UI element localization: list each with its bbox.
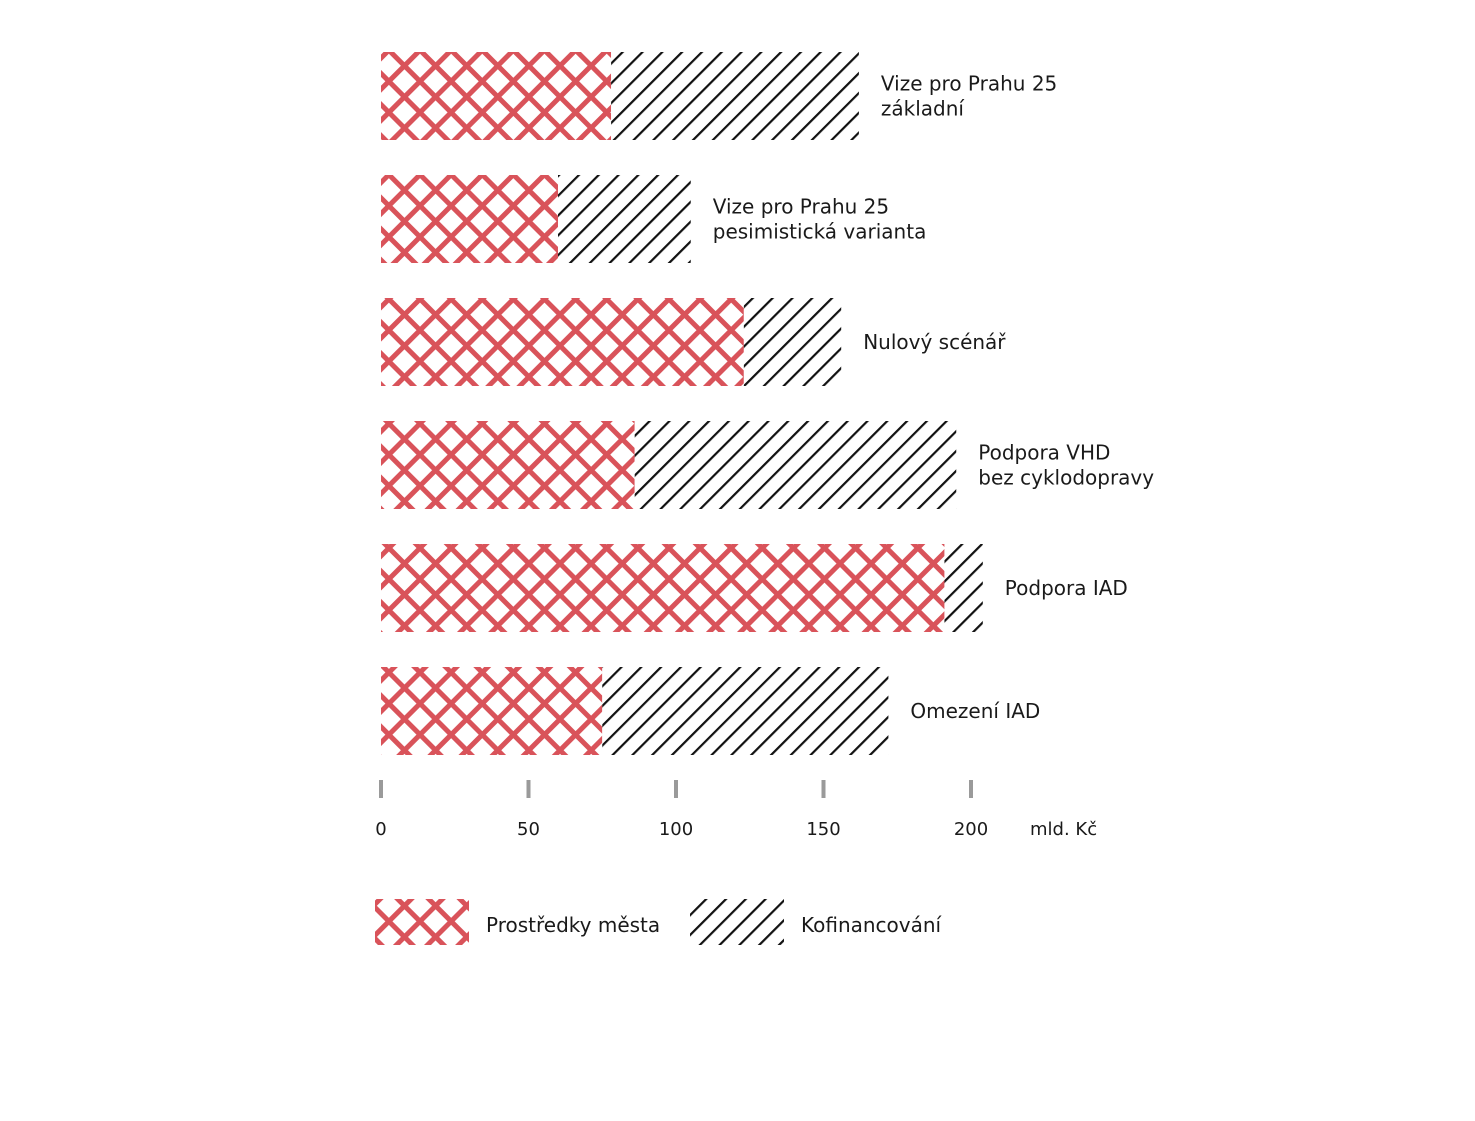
bar-segment-cofinancing	[634, 421, 957, 509]
category-label: Vize pro Prahu 25 základní	[881, 72, 1057, 121]
category-label-line: Vize pro Prahu 25	[881, 72, 1057, 96]
category-label-line: Vize pro Prahu 25	[713, 195, 889, 219]
legend-swatch-city-funds	[375, 899, 469, 945]
bar-segment-cofinancing	[743, 298, 842, 386]
x-axis: 0 50 100 150 200 mld. Kč	[375, 780, 1097, 840]
legend-label: Kofinancování	[801, 913, 943, 937]
bar-segment-cofinancing	[558, 175, 691, 263]
x-tick-mark	[821, 780, 826, 798]
x-tick-mark	[969, 780, 973, 798]
category-label-line: základní	[881, 97, 966, 121]
x-tick-mark	[379, 780, 383, 798]
bar-segment-city-funds	[381, 298, 744, 386]
bar-segment-city-funds	[381, 175, 558, 263]
bar-group: Nulový scénář	[381, 298, 1006, 386]
x-tick-label: 200	[954, 819, 988, 840]
category-label: Podpora IAD	[1005, 576, 1128, 600]
bar-segment-city-funds	[381, 667, 603, 755]
category-label: Nulový scénář	[863, 330, 1006, 354]
bar-segment-city-funds	[381, 421, 635, 509]
x-tick-mark	[674, 780, 678, 798]
category-label-line: Podpora IAD	[1005, 576, 1128, 600]
x-tick-label: 100	[659, 819, 693, 840]
legend-item: Kofinancování	[690, 899, 943, 945]
bar-group: Vize pro Prahu 25 základní	[381, 52, 1057, 140]
x-tick-mark	[526, 780, 531, 798]
bar-segment-cofinancing	[602, 667, 889, 755]
legend-label: Prostředky města	[486, 913, 660, 937]
category-label-line: pesimistická varianta	[713, 220, 927, 244]
bar-group: Podpora IAD	[381, 544, 1128, 632]
bar-segment-city-funds	[381, 52, 612, 140]
category-label: Podpora VHD bez cyklodopravy	[978, 441, 1154, 490]
x-tick-label: 50	[517, 819, 540, 840]
category-label-line: Nulový scénář	[863, 330, 1006, 354]
category-label-line: bez cyklodopravy	[978, 466, 1154, 490]
x-tick-label: 0	[375, 819, 386, 840]
bar-group: Vize pro Prahu 25 pesimistická varianta	[381, 175, 926, 263]
legend-item: Prostředky města	[375, 899, 660, 945]
bar-group: Omezení IAD	[381, 667, 1040, 755]
category-label: Vize pro Prahu 25 pesimistická varianta	[713, 195, 927, 244]
bar-segment-cofinancing	[944, 544, 983, 632]
bar-segment-cofinancing	[611, 52, 859, 140]
x-axis-unit: mld. Kč	[1030, 819, 1097, 840]
x-tick-label: 150	[806, 819, 840, 840]
bar-group: Podpora VHD bez cyklodopravy	[381, 421, 1154, 509]
category-label-line: Omezení IAD	[910, 699, 1040, 723]
bar-segment-city-funds	[381, 544, 945, 632]
category-label: Omezení IAD	[910, 699, 1040, 723]
category-label-line: Podpora VHD	[978, 441, 1110, 465]
legend: Prostředky města Kofinancování	[375, 899, 943, 945]
legend-swatch-cofinancing	[690, 899, 784, 945]
